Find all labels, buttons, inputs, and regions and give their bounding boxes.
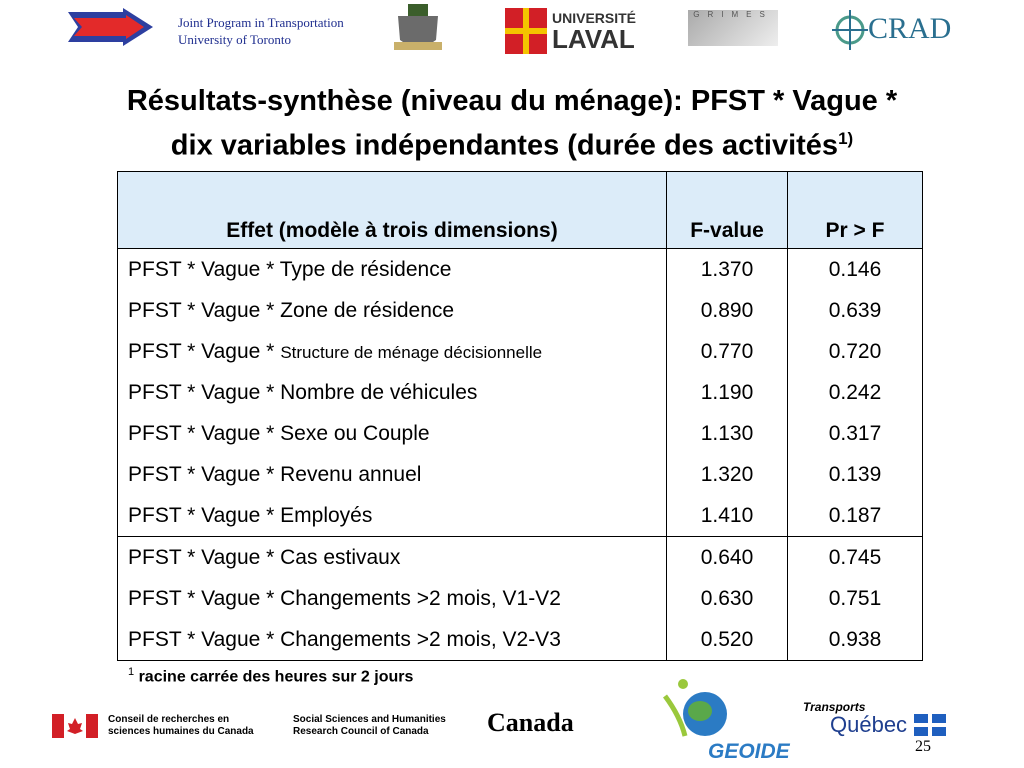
- effect-text: PFST * Vague * Sexe ou Couple: [128, 421, 430, 445]
- table-row: PFST * Vague * Cas estivaux 0.640 0.745: [117, 536, 923, 578]
- table-body: PFST * Vague * Type de résidence 1.370 0.1…: [117, 248, 923, 661]
- canada-wordmark: Canada: [487, 708, 574, 737]
- quebec-flag: [914, 714, 946, 736]
- title-line: Résultats-synthèse (niveau du ménage): P…: [126, 85, 898, 117]
- sshrc-line: Social Sciences and Humanities: [293, 714, 446, 725]
- laval-text: UNIVERSITÉ LAVAL: [552, 10, 636, 52]
- grimes-logo: GRIMES: [688, 10, 778, 46]
- title-text: dix variables indépendantes (durée des a…: [170, 129, 839, 162]
- effect-text: PFST * Vague * Zone de résidence: [128, 298, 455, 322]
- pr-f-cell: 0.139: [787, 454, 923, 495]
- table-row: PFST * Vague * Changements >2 mois, V2-V…: [117, 619, 923, 661]
- laval-line: LAVAL: [552, 24, 635, 54]
- title-superscript: 1): [838, 129, 854, 148]
- footnote-text: racine carrée des heures sur 2 jours: [138, 668, 414, 686]
- footnote: 1 racine carrée des heures sur 2 jours: [128, 666, 413, 686]
- f-value-cell: 1.130: [666, 413, 788, 454]
- crad-icon: [832, 10, 868, 50]
- effect-text: PFST * Vague * Employés: [128, 503, 373, 527]
- pr-f-cell: 0.146: [787, 248, 923, 290]
- pr-f-cell: 0.745: [787, 536, 923, 578]
- effect-cell: PFST * Vague * Changements >2 mois, V2-V…: [117, 619, 667, 661]
- crsh-line: sciences humaines du Canada: [108, 726, 254, 737]
- effect-text: PFST * Vague * Changements >2 mois, V1-V…: [128, 586, 561, 610]
- toronto-line: University of Toronto: [178, 32, 291, 47]
- header-cell: F-value: [666, 171, 788, 249]
- effect-cell: PFST * Vague * Cas estivaux: [117, 536, 667, 578]
- f-value-cell: 0.640: [666, 536, 788, 578]
- table-row: PFST * Vague * Zone de résidence 0.890 0.6…: [117, 290, 923, 331]
- geoide-logo: [662, 679, 727, 737]
- effect-cell: PFST * Vague * Employés: [117, 495, 667, 537]
- title-line: dix variables indépendantes (durée des a…: [0, 120, 1024, 165]
- crad-text: CRAD: [868, 12, 952, 45]
- sshrc-line: Research Council of Canada: [293, 726, 429, 737]
- effect-cell: PFST * Vague * Zone de résidence: [117, 290, 667, 331]
- pr-f-cell: 0.187: [787, 495, 923, 537]
- effect-detail: Structure de ménage décisionnelle: [280, 342, 543, 362]
- pr-f-cell: 0.639: [787, 290, 923, 331]
- geoide-text: GEOIDE: [708, 740, 790, 763]
- effect-text: PFST * Vague * Nombre de véhicules: [128, 380, 478, 404]
- header-row: Effet (modèle à trois dimensions) F-valu…: [117, 171, 923, 249]
- effect-text: PFST * Vague *: [128, 339, 275, 363]
- f-value-cell: 1.370: [666, 248, 788, 290]
- laval-line: UNIVERSITÉ: [552, 10, 637, 26]
- header-cell: Pr > F: [787, 171, 923, 249]
- effect-cell: PFST * Vague * Type de résidence: [117, 248, 667, 290]
- effect-text: PFST * Vague * Changements >2 mois, V2-V…: [128, 627, 561, 651]
- effect-text: PFST * Vague * Cas estivaux: [128, 545, 401, 569]
- header-cell: Effet (modèle à trois dimensions): [117, 171, 667, 249]
- table-row: PFST * Vague * Changements >2 mois, V1-V…: [117, 578, 923, 619]
- f-value-cell: 1.410: [666, 495, 788, 537]
- effect-cell: PFST * Vague * Nombre de véhicules: [117, 372, 667, 413]
- effect-cell: PFST * Vague * Structure de ménage décisi…: [117, 331, 667, 372]
- effect-cell: PFST * Vague * Sexe ou Couple: [117, 413, 667, 454]
- page-number: 25: [915, 738, 931, 755]
- pr-f-cell: 0.938: [787, 619, 923, 661]
- f-value-cell: 0.890: [666, 290, 788, 331]
- effect-text: PFST * Vague * Type de résidence: [128, 257, 452, 281]
- table-row: PFST * Vague * Structure de ménage décisi…: [117, 331, 923, 372]
- quebec-text: Québec: [830, 712, 908, 737]
- table-row: PFST * Vague * Type de résidence 1.370 0.1…: [117, 248, 923, 290]
- canada-flag: [52, 714, 98, 738]
- sshrc-text: Social Sciences and Humanities Research …: [293, 714, 446, 738]
- laval-shield: [505, 8, 547, 54]
- effect-text: PFST * Vague * Revenu annuel: [128, 462, 422, 486]
- toronto-logo: [68, 8, 153, 46]
- footnote-mark: 1: [128, 666, 135, 678]
- table-row: PFST * Vague * Nombre de véhicules 1.190 0…: [117, 372, 923, 413]
- f-value-cell: 0.770: [666, 331, 788, 372]
- f-value-cell: 0.520: [666, 619, 788, 661]
- f-value-cell: 1.190: [666, 372, 788, 413]
- pr-f-cell: 0.751: [787, 578, 923, 619]
- f-value-cell: 1.320: [666, 454, 788, 495]
- effect-cell: PFST * Vague * Revenu annuel: [117, 454, 667, 495]
- f-value-cell: 0.630: [666, 578, 788, 619]
- pr-f-cell: 0.720: [787, 331, 923, 372]
- crest: [394, 4, 442, 50]
- crsh-text: Conseil de recherches en sciences humain…: [108, 714, 254, 738]
- toronto-line: Joint Program in Transportation: [178, 15, 344, 30]
- table-row: PFST * Vague * Employés 1.410 0.187: [117, 495, 923, 537]
- pr-f-cell: 0.242: [787, 372, 923, 413]
- transports-text: Transports: [803, 700, 866, 714]
- results-table: Effet (modèle à trois dimensions) F-valu…: [117, 171, 923, 661]
- slide-title: Résultats-synthèse (niveau du ménage): P…: [0, 82, 1024, 165]
- effect-cell: PFST * Vague * Changements >2 mois, V1-V…: [117, 578, 667, 619]
- pr-f-cell: 0.317: [787, 413, 923, 454]
- table-row: PFST * Vague * Revenu annuel 1.320 0.139: [117, 454, 923, 495]
- toronto-text: Joint Program in Transportation Universi…: [178, 14, 344, 48]
- table-row: PFST * Vague * Sexe ou Couple 1.130 0.317: [117, 413, 923, 454]
- crsh-line: Conseil de recherches en: [108, 714, 230, 725]
